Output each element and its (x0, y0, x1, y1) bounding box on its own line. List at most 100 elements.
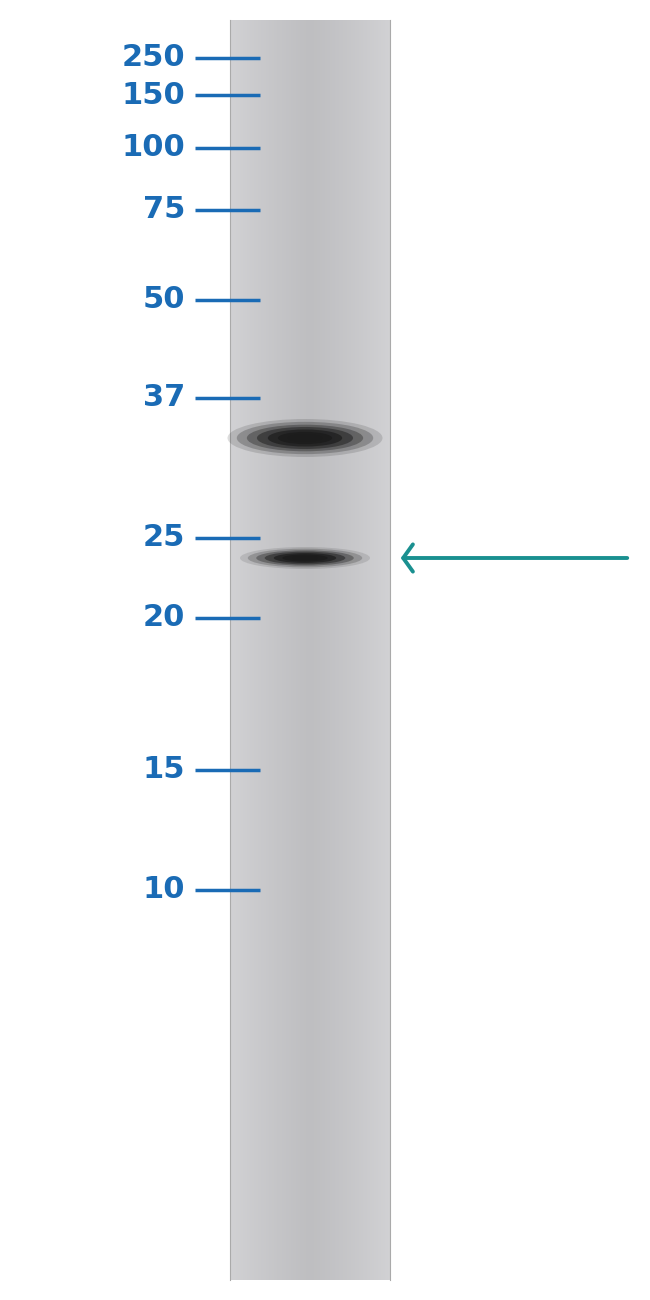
Bar (285, 20, 287, 1280)
Ellipse shape (248, 549, 362, 567)
Bar (274, 20, 276, 1280)
Text: 150: 150 (122, 81, 185, 109)
Bar (385, 20, 387, 1280)
Bar (292, 20, 293, 1280)
Bar (335, 20, 337, 1280)
Bar (289, 20, 290, 1280)
Bar (381, 20, 382, 1280)
Bar (313, 20, 314, 1280)
Bar (279, 20, 280, 1280)
Bar (283, 20, 284, 1280)
Bar (283, 20, 284, 1280)
Bar (282, 20, 283, 1280)
Bar (320, 20, 322, 1280)
Bar (333, 20, 335, 1280)
Bar (243, 20, 244, 1280)
Ellipse shape (237, 421, 373, 454)
Bar (231, 20, 232, 1280)
Bar (365, 20, 366, 1280)
Bar (275, 20, 276, 1280)
Bar (300, 20, 301, 1280)
Bar (255, 20, 256, 1280)
Bar (347, 20, 348, 1280)
Text: 15: 15 (142, 755, 185, 784)
Bar (334, 20, 335, 1280)
Bar (281, 20, 283, 1280)
Bar (233, 20, 234, 1280)
Bar (352, 20, 353, 1280)
Bar (234, 20, 235, 1280)
Bar (358, 20, 359, 1280)
Bar (268, 20, 270, 1280)
Bar (291, 20, 292, 1280)
Bar (298, 20, 299, 1280)
Bar (271, 20, 272, 1280)
Bar (383, 20, 384, 1280)
Bar (359, 20, 361, 1280)
Bar (353, 20, 354, 1280)
Bar (389, 20, 391, 1280)
Bar (308, 20, 309, 1280)
Ellipse shape (227, 419, 382, 458)
Bar (324, 20, 325, 1280)
Bar (375, 20, 376, 1280)
Bar (298, 20, 299, 1280)
Text: 75: 75 (142, 195, 185, 225)
Bar (302, 20, 304, 1280)
Ellipse shape (268, 429, 342, 447)
Bar (265, 20, 266, 1280)
Bar (340, 20, 341, 1280)
Bar (272, 20, 274, 1280)
Bar (316, 20, 317, 1280)
Bar (259, 20, 261, 1280)
Bar (329, 20, 330, 1280)
Bar (237, 20, 239, 1280)
Bar (276, 20, 278, 1280)
Bar (264, 20, 265, 1280)
Bar (266, 20, 267, 1280)
Bar (262, 20, 263, 1280)
Bar (318, 20, 319, 1280)
Bar (380, 20, 382, 1280)
Bar (372, 20, 373, 1280)
Bar (353, 20, 354, 1280)
Bar (296, 20, 297, 1280)
Bar (258, 20, 259, 1280)
Bar (284, 20, 285, 1280)
Bar (341, 20, 342, 1280)
Bar (366, 20, 367, 1280)
Bar (294, 20, 295, 1280)
Text: 20: 20 (142, 603, 185, 633)
Bar (352, 20, 353, 1280)
Bar (306, 20, 307, 1280)
Bar (288, 20, 289, 1280)
Bar (313, 20, 314, 1280)
Bar (359, 20, 360, 1280)
Text: 50: 50 (142, 286, 185, 315)
Ellipse shape (278, 432, 332, 445)
Ellipse shape (288, 434, 322, 442)
Bar (356, 20, 358, 1280)
Bar (276, 20, 277, 1280)
Bar (264, 20, 265, 1280)
Bar (361, 20, 362, 1280)
Bar (244, 20, 246, 1280)
Bar (249, 20, 250, 1280)
Bar (330, 20, 332, 1280)
Bar (367, 20, 368, 1280)
Bar (252, 20, 253, 1280)
Bar (299, 20, 300, 1280)
Bar (302, 20, 303, 1280)
Bar (251, 20, 252, 1280)
Bar (279, 20, 280, 1280)
Bar (384, 20, 385, 1280)
Bar (344, 20, 345, 1280)
Bar (326, 20, 327, 1280)
Bar (328, 20, 329, 1280)
Bar (339, 20, 341, 1280)
Bar (241, 20, 242, 1280)
Bar (303, 20, 304, 1280)
Bar (369, 20, 370, 1280)
Bar (263, 20, 264, 1280)
Bar (376, 20, 378, 1280)
